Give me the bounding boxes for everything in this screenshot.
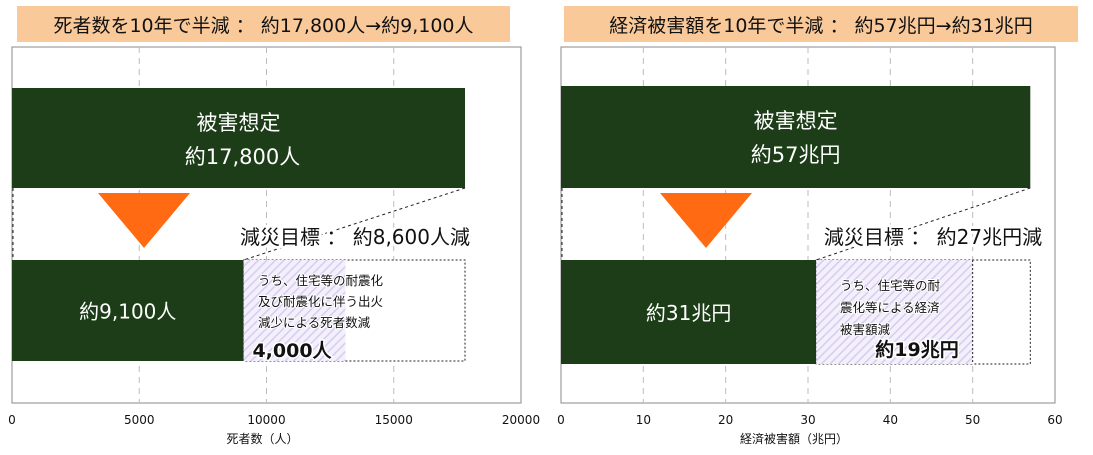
- reduction-segment: [243, 260, 346, 361]
- bar-value-label: 約17,800人: [185, 145, 300, 169]
- reduction-segment: [816, 260, 973, 364]
- segment-text-line: 被害額減: [840, 322, 891, 337]
- tick-label: 40: [883, 413, 898, 427]
- chart-title: 死者数を10年で半減 ： 約17,800人→約9,100人: [17, 6, 510, 42]
- segment-value-label: 4,000人: [252, 340, 332, 362]
- bar-reduced: [561, 260, 817, 364]
- x-axis-label: 経済被害額（兆円）: [740, 431, 848, 446]
- deaths-chart: 0 5000 10000 15000 20000 死者数（人） 被害想定約17,800人約9…: [8, 46, 540, 446]
- down-arrow-icon: [98, 193, 190, 248]
- tick-label: 5000: [124, 413, 155, 427]
- segment-text-line: うち、住宅等の耐震化: [258, 273, 384, 288]
- projection-line-right: [243, 187, 466, 261]
- chart-title: 経済被害額を10年で半減 ： 約57兆円→約31兆円: [564, 6, 1078, 42]
- bar-value-label: 約31兆円: [646, 301, 731, 325]
- segment-text-line: うち、住宅等の耐: [840, 278, 941, 293]
- segment-text-line: 減少による死者数減: [258, 315, 371, 330]
- tick-label: 15000: [375, 413, 413, 427]
- tick-label: 0: [557, 413, 565, 427]
- bar-value-label: 約9,100人: [79, 300, 176, 324]
- reduction-label: 減災目標 ： 約27兆円減: [824, 225, 1042, 249]
- tick-label: 0: [8, 413, 16, 427]
- reduction-label: 減災目標 ： 約8,600人減: [240, 225, 470, 249]
- bar-label: 被害想定: [754, 109, 838, 133]
- segment-text-line: 及び耐震化に伴う出火: [258, 294, 384, 309]
- chart-panel-economic: 経済被害額を10年で半減 ： 約57兆円→約31兆円 0 10 20 30 40 50 60…: [548, 0, 1093, 455]
- bar-damage: [12, 88, 466, 188]
- tick-label: 10: [636, 413, 651, 427]
- tick-label: 20000: [502, 413, 540, 427]
- tick-label: 50: [965, 413, 980, 427]
- tick-label: 30: [800, 413, 815, 427]
- tick-label: 60: [1047, 413, 1062, 427]
- segment-text-line: 震化等による経済: [840, 300, 940, 315]
- tick-label: 10000: [247, 413, 285, 427]
- bar-damage: [561, 86, 1031, 188]
- bar-label: 被害想定: [197, 111, 281, 135]
- x-axis-label: 死者数（人）: [226, 431, 298, 446]
- down-arrow-icon: [660, 193, 752, 248]
- chart-panel-deaths: 死者数を10年で半減 ： 約17,800人→約9,100人 0 5000 10000…: [0, 0, 545, 455]
- tick-label: 20: [718, 413, 733, 427]
- bar-value-label: 約57兆円: [751, 143, 841, 167]
- projection-line-right: [816, 187, 1031, 261]
- segment-value-label: 約19兆円: [875, 338, 958, 361]
- bar-reduced: [12, 260, 244, 361]
